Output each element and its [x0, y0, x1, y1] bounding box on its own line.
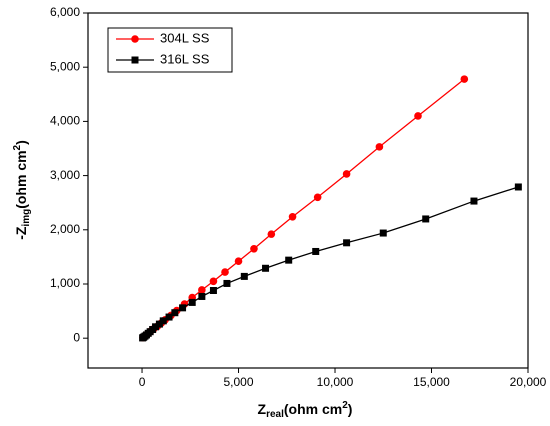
- y-label-unit: (ohm cm: [13, 150, 29, 208]
- y-label-sub: img: [21, 209, 32, 227]
- data-point: [240, 272, 248, 280]
- x-tick-label: 20,000: [510, 375, 547, 389]
- data-point: [179, 304, 187, 312]
- legend-text: 304L SS: [160, 30, 210, 45]
- data-point: [198, 286, 206, 294]
- data-point: [262, 264, 270, 272]
- data-point: [221, 268, 229, 276]
- data-point: [209, 277, 218, 286]
- data-point: [414, 112, 422, 120]
- y-axis-label: -Zimg(ohm cm2): [12, 140, 32, 240]
- data-point: [343, 239, 351, 247]
- y-tick-label: 5,000: [50, 59, 80, 73]
- x-label-sub: real: [266, 409, 284, 420]
- data-point: [375, 143, 384, 151]
- x-tick-label: 10,000: [317, 375, 354, 389]
- data-point: [250, 244, 258, 253]
- x-label-sup: 2: [342, 400, 348, 411]
- legend-text: 316L SS: [160, 51, 210, 66]
- data-point: [159, 317, 167, 325]
- y-tick-label: 2,000: [50, 222, 80, 236]
- data-point: [209, 286, 217, 294]
- x-tick-label: 5,000: [224, 375, 254, 389]
- legend-box: [107, 27, 233, 73]
- y-label-sup: 2: [12, 144, 23, 150]
- data-point: [470, 197, 478, 205]
- y-tick-label: 6,000: [50, 5, 80, 19]
- x-label-main: Z: [258, 401, 267, 417]
- data-point: [171, 309, 179, 317]
- y-tick-label: 3,000: [50, 168, 80, 182]
- data-point: [188, 298, 196, 306]
- data-point: [313, 193, 322, 202]
- data-point: [312, 247, 320, 255]
- data-point: [165, 313, 173, 321]
- y-tick-label: 4,000: [50, 114, 80, 128]
- data-point: [379, 229, 387, 237]
- data-point: [223, 279, 231, 287]
- data-point: [285, 256, 293, 264]
- x-axis-label: Zreal(ohm cm2): [258, 400, 353, 420]
- data-point: [155, 320, 163, 328]
- data-point: [422, 215, 430, 223]
- y-tick-label: 1,000: [50, 276, 80, 290]
- data-point: [198, 292, 206, 300]
- x-label-end: ): [348, 401, 353, 417]
- data-point: [234, 257, 243, 266]
- data-point: [460, 75, 469, 83]
- data-point: [514, 183, 522, 191]
- legend-marker: [131, 35, 139, 43]
- y-label-end: ): [13, 140, 29, 145]
- x-tick-label: 15,000: [413, 375, 450, 389]
- data-point: [267, 230, 276, 238]
- y-label-main: -Z: [13, 226, 29, 240]
- series-line: [142, 186, 519, 339]
- x-label-unit: (ohm cm: [284, 401, 342, 417]
- data-point: [342, 170, 351, 178]
- x-tick-label: 0: [139, 375, 146, 389]
- legend-marker: [131, 56, 139, 64]
- data-point: [288, 212, 297, 221]
- data-point: [152, 323, 160, 331]
- plot-frame: [87, 12, 529, 369]
- y-tick-label: 0: [73, 330, 80, 344]
